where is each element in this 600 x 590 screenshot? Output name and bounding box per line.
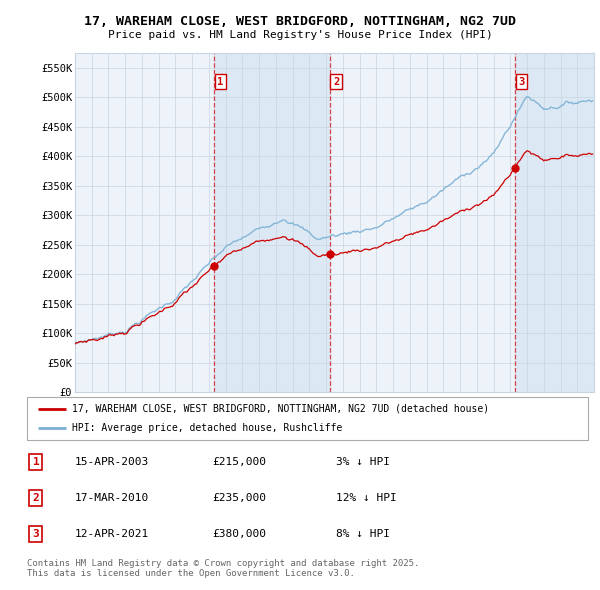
Text: £380,000: £380,000: [212, 529, 266, 539]
Text: 1: 1: [217, 77, 223, 87]
Text: £235,000: £235,000: [212, 493, 266, 503]
Bar: [515, 53, 594, 392]
Text: 3: 3: [518, 77, 525, 87]
Text: £215,000: £215,000: [212, 457, 266, 467]
Text: 3% ↓ HPI: 3% ↓ HPI: [335, 457, 389, 467]
Text: 12-APR-2021: 12-APR-2021: [74, 529, 149, 539]
Text: 1: 1: [32, 457, 40, 467]
FancyBboxPatch shape: [27, 397, 588, 440]
Text: 8% ↓ HPI: 8% ↓ HPI: [335, 529, 389, 539]
Text: Price paid vs. HM Land Registry's House Price Index (HPI): Price paid vs. HM Land Registry's House …: [107, 30, 493, 40]
Text: 17, WAREHAM CLOSE, WEST BRIDGFORD, NOTTINGHAM, NG2 7UD (detached house): 17, WAREHAM CLOSE, WEST BRIDGFORD, NOTTI…: [72, 404, 489, 414]
Text: 17, WAREHAM CLOSE, WEST BRIDGFORD, NOTTINGHAM, NG2 7UD: 17, WAREHAM CLOSE, WEST BRIDGFORD, NOTTI…: [84, 15, 516, 28]
Text: 15-APR-2003: 15-APR-2003: [74, 457, 149, 467]
Text: 3: 3: [32, 529, 40, 539]
Text: 2: 2: [333, 77, 339, 87]
Text: 12% ↓ HPI: 12% ↓ HPI: [335, 493, 397, 503]
Text: 2: 2: [32, 493, 40, 503]
Bar: [214, 53, 329, 392]
Text: Contains HM Land Registry data © Crown copyright and database right 2025.
This d: Contains HM Land Registry data © Crown c…: [27, 559, 419, 578]
Text: 17-MAR-2010: 17-MAR-2010: [74, 493, 149, 503]
Text: HPI: Average price, detached house, Rushcliffe: HPI: Average price, detached house, Rush…: [72, 423, 342, 433]
